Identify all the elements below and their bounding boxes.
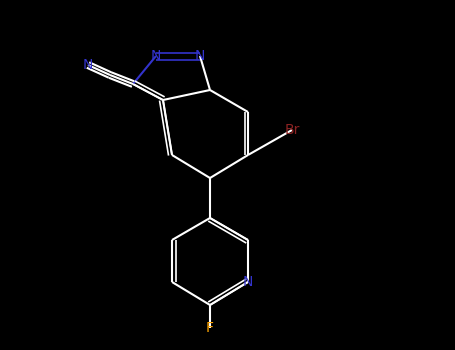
Text: N: N — [83, 58, 93, 72]
Text: F: F — [206, 321, 214, 335]
Text: N: N — [243, 275, 253, 289]
Text: N: N — [151, 49, 161, 63]
Text: Br: Br — [284, 123, 300, 137]
Text: N: N — [195, 49, 205, 63]
